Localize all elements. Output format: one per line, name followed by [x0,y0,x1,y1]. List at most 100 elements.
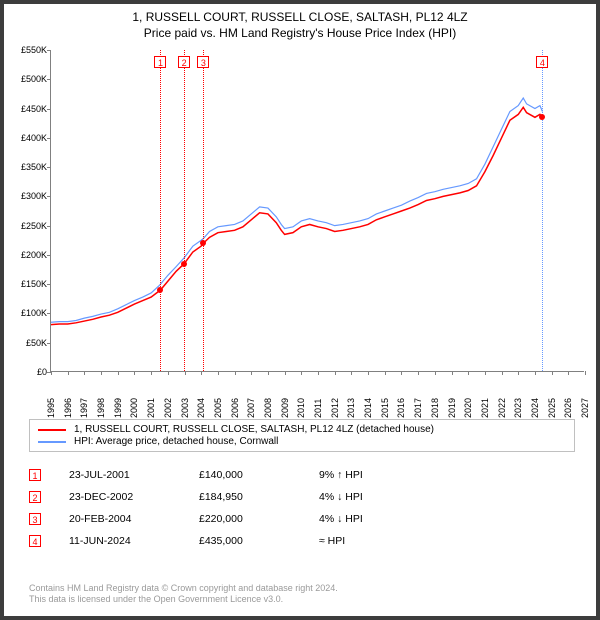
y-tick-mark [47,313,51,314]
x-tick-mark [502,371,503,375]
chart-svg [51,50,584,371]
x-tick-mark [368,371,369,375]
x-tick-mark [268,371,269,375]
transaction-point [200,240,206,246]
x-tick-label: 2027 [580,394,590,418]
transaction-row: 2 23-DEC-2002£184,9504% ↓ HPI [29,486,439,508]
x-tick-label: 2014 [363,394,373,418]
x-tick-mark [301,371,302,375]
y-tick-mark [47,284,51,285]
y-tick-mark [47,50,51,51]
legend-label-property: 1, RUSSELL COURT, RUSSELL CLOSE, SALTASH… [74,424,434,435]
x-tick-mark [235,371,236,375]
y-tick-label: £150K [7,279,47,289]
legend-row-property: 1, RUSSELL COURT, RUSSELL CLOSE, SALTASH… [38,424,566,435]
x-tick-label: 2012 [330,394,340,418]
x-tick-label: 2006 [230,394,240,418]
transaction-marker: 3 [197,56,209,68]
transaction-point [181,261,187,267]
x-tick-label: 2015 [380,394,390,418]
transaction-marker: 2 [178,56,190,68]
y-tick-label: £300K [7,191,47,201]
x-tick-label: 2026 [563,394,573,418]
y-tick-mark [47,79,51,80]
legend-swatch-hpi [38,441,66,443]
y-tick-label: £100K [7,308,47,318]
transaction-row-marker: 3 [29,513,41,525]
x-tick-mark [435,371,436,375]
transaction-price: £220,000 [199,513,319,525]
transaction-marker: 1 [154,56,166,68]
x-tick-mark [401,371,402,375]
x-tick-mark [535,371,536,375]
x-tick-label: 1996 [63,394,73,418]
x-tick-mark [101,371,102,375]
x-tick-label: 2016 [396,394,406,418]
x-tick-mark [151,371,152,375]
x-tick-mark [385,371,386,375]
x-tick-label: 2007 [246,394,256,418]
y-tick-mark [47,138,51,139]
chart-frame: 1, RUSSELL COURT, RUSSELL CLOSE, SALTASH… [4,4,596,616]
title-block: 1, RUSSELL COURT, RUSSELL CLOSE, SALTASH… [4,4,596,40]
y-tick-mark [47,196,51,197]
x-tick-mark [118,371,119,375]
y-tick-mark [47,226,51,227]
transaction-price: £140,000 [199,469,319,481]
x-tick-mark [452,371,453,375]
x-tick-label: 2002 [163,394,173,418]
x-tick-label: 2021 [480,394,490,418]
x-tick-mark [335,371,336,375]
title-subtitle: Price paid vs. HM Land Registry's House … [4,26,596,40]
transaction-row: 123-JUL-2001£140,0009% ↑ HPI [29,464,439,486]
x-tick-mark [351,371,352,375]
x-tick-label: 2020 [463,394,473,418]
y-tick-mark [47,109,51,110]
x-tick-mark [185,371,186,375]
x-tick-label: 2023 [513,394,523,418]
transaction-date: 11-JUN-2024 [69,535,199,547]
transaction-date: 23-DEC-2002 [69,491,199,503]
legend-row-hpi: HPI: Average price, detached house, Corn… [38,436,566,447]
x-tick-label: 2008 [263,394,273,418]
y-tick-label: £500K [7,74,47,84]
transaction-hpi: 4% ↓ HPI [319,491,439,503]
transaction-marker: 4 [536,56,548,68]
x-tick-label: 2004 [196,394,206,418]
x-tick-label: 2025 [547,394,557,418]
transaction-hpi: 9% ↑ HPI [319,469,439,481]
x-tick-mark [518,371,519,375]
transaction-row-marker: 2 [29,491,41,503]
y-tick-label: £250K [7,221,47,231]
line-property [51,107,542,324]
x-tick-mark [318,371,319,375]
x-tick-label: 2018 [430,394,440,418]
transaction-hpi: 4% ↓ HPI [319,513,439,525]
x-tick-mark [218,371,219,375]
transaction-point [157,287,163,293]
y-tick-mark [47,255,51,256]
transaction-row-marker: 1 [29,469,41,481]
chart-plot-area: £0£50K£100K£150K£200K£250K£300K£350K£400… [50,50,584,372]
x-tick-mark [468,371,469,375]
x-tick-mark [68,371,69,375]
legend-label-hpi: HPI: Average price, detached house, Corn… [74,436,278,447]
x-tick-label: 2000 [129,394,139,418]
transaction-row: 411-JUN-2024£435,000≈ HPI [29,530,439,552]
transaction-hpi: ≈ HPI [319,535,439,547]
footer-line2: This data is licensed under the Open Gov… [29,594,571,606]
x-tick-label: 2003 [180,394,190,418]
x-tick-label: 1999 [113,394,123,418]
legend: 1, RUSSELL COURT, RUSSELL CLOSE, SALTASH… [29,419,575,452]
transaction-point [539,114,545,120]
x-tick-mark [418,371,419,375]
transaction-vline [160,50,161,371]
transaction-row: 320-FEB-2004£220,0004% ↓ HPI [29,508,439,530]
y-tick-label: £50K [7,338,47,348]
x-tick-label: 1998 [96,394,106,418]
x-tick-label: 1997 [79,394,89,418]
x-tick-mark [568,371,569,375]
transaction-price: £184,950 [199,491,319,503]
title-address: 1, RUSSELL COURT, RUSSELL CLOSE, SALTASH… [4,10,596,24]
x-tick-mark [51,371,52,375]
